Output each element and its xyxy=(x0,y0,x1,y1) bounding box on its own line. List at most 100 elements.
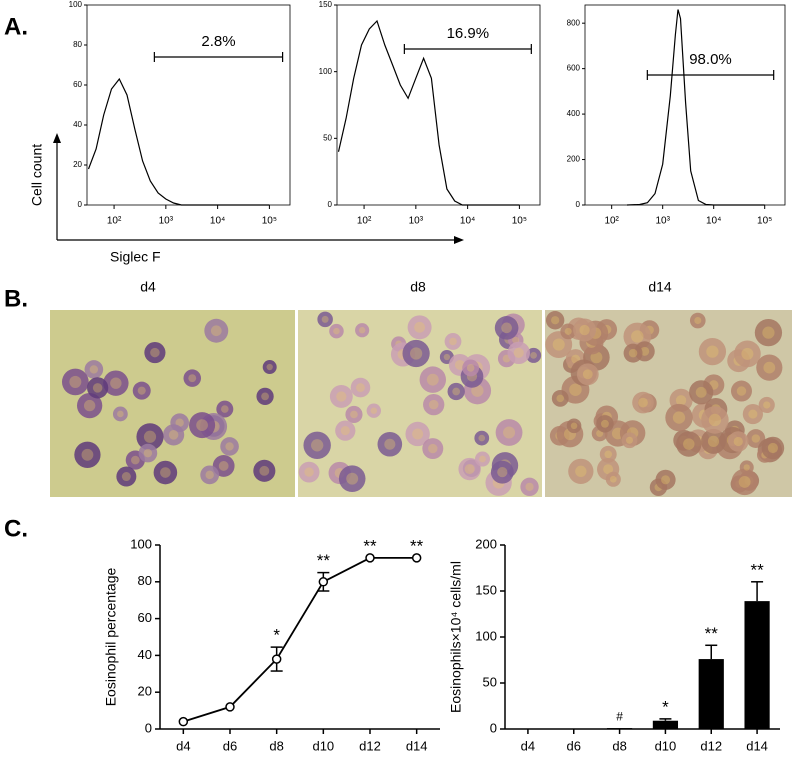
cell xyxy=(689,380,714,405)
plot-frame xyxy=(86,4,291,206)
cell xyxy=(676,431,702,457)
cell-nucleus xyxy=(748,409,758,419)
cell-nucleus xyxy=(225,442,234,451)
cell-nucleus xyxy=(110,377,122,389)
cell-nucleus xyxy=(196,419,208,431)
arrow-head xyxy=(454,236,464,244)
x-tick-label: d6 xyxy=(567,738,581,753)
cell-nucleus xyxy=(708,413,722,427)
y-tick-label: 0 xyxy=(328,200,333,209)
cell xyxy=(621,432,638,449)
y-tick-label: 0 xyxy=(145,720,152,735)
cell-nucleus xyxy=(601,419,609,428)
cell xyxy=(204,318,229,343)
x-axis-label: Siglec F xyxy=(110,249,161,265)
y-tick-label: 200 xyxy=(567,155,581,164)
cell-nucleus xyxy=(513,347,524,358)
cell-nucleus xyxy=(631,330,644,343)
cell-nucleus xyxy=(336,391,347,402)
cell xyxy=(216,400,234,418)
cell xyxy=(87,377,109,399)
cell xyxy=(355,323,370,338)
cell xyxy=(568,458,594,484)
cell-nucleus xyxy=(763,401,771,409)
cell-nucleus xyxy=(530,351,537,359)
cell xyxy=(144,342,166,364)
cell xyxy=(599,445,617,463)
cell xyxy=(698,337,727,366)
cell-nucleus xyxy=(121,472,131,482)
cell-nucleus xyxy=(83,399,96,412)
cell-nucleus xyxy=(556,394,565,403)
cell-nucleus xyxy=(675,395,687,406)
point xyxy=(271,654,282,664)
cell-nucleus xyxy=(370,407,378,414)
cell xyxy=(112,406,128,422)
cell xyxy=(728,431,749,452)
y-tick-label: 150 xyxy=(475,582,497,597)
cell-nucleus xyxy=(751,434,761,443)
cell xyxy=(734,340,761,368)
cell-nucleus xyxy=(205,470,214,480)
cell xyxy=(317,311,333,328)
micrograph-label: d8 xyxy=(410,279,426,295)
cell-nucleus xyxy=(695,386,707,398)
y-axis-label: Cell count xyxy=(29,144,45,206)
cell-nucleus xyxy=(160,467,171,478)
cell xyxy=(377,431,403,457)
x-tick-label: 10³ xyxy=(409,216,424,227)
cell-nucleus xyxy=(763,361,776,374)
y-tick-label: 60 xyxy=(138,610,152,625)
cell-nucleus xyxy=(350,410,358,419)
y-tick-label: 80 xyxy=(73,40,82,49)
cell-nucleus xyxy=(143,448,153,458)
x-tick-label: 10² xyxy=(357,216,372,227)
cell xyxy=(422,438,444,460)
significance: ** xyxy=(363,536,377,555)
cell-nucleus xyxy=(384,438,396,450)
cell-nucleus xyxy=(743,464,750,471)
x-tick-label: 10³ xyxy=(655,216,670,227)
cell xyxy=(303,431,331,460)
histogram-trace xyxy=(337,19,520,206)
cell xyxy=(407,315,432,340)
cell xyxy=(183,369,202,387)
cell-nucleus xyxy=(220,405,229,413)
cell xyxy=(701,428,726,454)
cell xyxy=(566,418,582,434)
y-tick-label: 600 xyxy=(567,64,581,73)
cell xyxy=(754,319,783,347)
cell-nucleus xyxy=(479,455,486,463)
x-tick-label: 10⁴ xyxy=(706,216,721,227)
cell xyxy=(116,466,137,487)
cell xyxy=(61,368,89,396)
y-tick-label: 100 xyxy=(319,67,333,76)
y-tick-label: 80 xyxy=(138,573,152,588)
cell-nucleus xyxy=(466,364,475,372)
cell xyxy=(596,415,614,433)
y-tick-label: 100 xyxy=(475,628,497,643)
cell xyxy=(262,360,277,375)
cell xyxy=(162,424,185,446)
cell xyxy=(495,419,523,446)
cell xyxy=(576,363,599,386)
cell-nucleus xyxy=(552,338,565,351)
cell xyxy=(189,412,216,439)
micrograph-label: d4 xyxy=(140,279,156,295)
cell-nucleus xyxy=(150,347,160,358)
cell xyxy=(329,385,353,408)
cell xyxy=(701,406,729,434)
x-tick-label: d4 xyxy=(176,738,190,753)
cell xyxy=(730,380,752,402)
cell-nucleus xyxy=(570,422,578,430)
cell-nucleus xyxy=(356,383,365,392)
cell xyxy=(731,468,758,496)
cell-nucleus xyxy=(137,386,146,395)
x-tick-label: d14 xyxy=(406,738,428,753)
x-tick-label: 10⁴ xyxy=(210,216,225,227)
cell-nucleus xyxy=(426,373,439,386)
cell xyxy=(350,377,371,398)
cell-nucleus xyxy=(210,325,222,337)
cell-nucleus xyxy=(733,436,743,447)
